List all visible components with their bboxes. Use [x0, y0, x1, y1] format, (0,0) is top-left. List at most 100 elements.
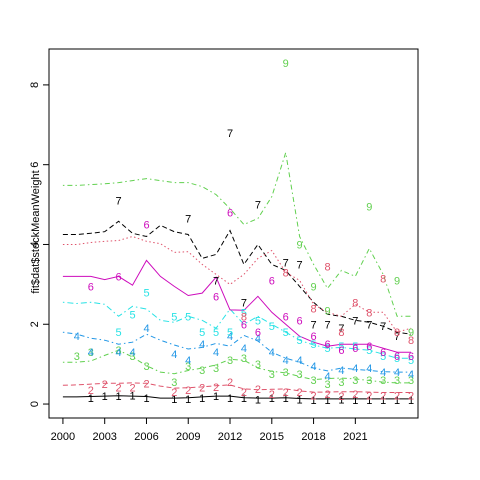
observed-point-age-2: 2: [88, 385, 94, 397]
observed-point-age-5: 5: [185, 311, 191, 323]
series-line-age-5: [62, 301, 411, 359]
observed-point-age-3: 3: [394, 375, 400, 387]
observed-point-age-8: 8: [352, 297, 358, 309]
observed-point-age-5: 5: [116, 327, 122, 339]
observed-point-age-5: 5: [255, 315, 261, 327]
y-tick-label: 6: [29, 162, 41, 168]
observed-point-age-2: 2: [255, 384, 261, 396]
observed-point-age-6: 6: [324, 339, 330, 351]
observed-point-age-4: 4: [408, 369, 414, 381]
series-line-age-4: [62, 331, 411, 373]
observed-point-age-7: 7: [283, 257, 289, 269]
x-tick-label: 2009: [176, 431, 200, 443]
observed-point-age-3: 3: [74, 351, 80, 363]
observed-point-age-5: 5: [227, 327, 233, 339]
observed-point-age-6: 6: [352, 343, 358, 355]
observed-point-age-8: 8: [311, 303, 317, 315]
observed-point-age-2: 2: [241, 387, 247, 399]
observed-point-age-2: 2: [199, 382, 205, 394]
observed-point-age-2: 2: [116, 382, 122, 394]
observed-point-age-9: 9: [297, 240, 303, 252]
observed-point-age-6: 6: [143, 220, 149, 232]
observed-point-age-4: 4: [227, 331, 233, 343]
observed-point-age-4: 4: [213, 347, 219, 359]
observed-point-age-1: 1: [366, 395, 372, 407]
observed-point-age-1: 1: [171, 394, 177, 406]
observed-point-age-6: 6: [338, 345, 344, 357]
observed-point-age-5: 5: [143, 287, 149, 299]
observed-point-age-5: 5: [297, 335, 303, 347]
observed-point-age-4: 4: [352, 363, 358, 375]
observed-point-age-3: 3: [380, 375, 386, 387]
y-tick-label: 0: [29, 401, 41, 407]
observed-point-age-6: 6: [408, 351, 414, 363]
observed-point-age-9: 9: [408, 327, 414, 339]
observed-point-age-2: 2: [213, 382, 219, 394]
observed-point-age-3: 3: [311, 375, 317, 387]
observed-point-age-4: 4: [88, 347, 94, 359]
observed-point-age-1: 1: [394, 395, 400, 407]
observed-point-age-3: 3: [324, 379, 330, 391]
observed-point-age-6: 6: [269, 275, 275, 287]
observed-point-age-8: 8: [366, 307, 372, 319]
observed-point-age-1: 1: [213, 391, 219, 403]
observed-point-age-7: 7: [241, 297, 247, 309]
observed-point-age-1: 1: [143, 393, 149, 405]
x-tick-label: 2003: [92, 431, 116, 443]
observed-point-age-7: 7: [380, 321, 386, 333]
observed-point-age-4: 4: [338, 365, 344, 377]
observed-point-age-4: 4: [199, 339, 205, 351]
observed-point-age-4: 4: [269, 347, 275, 359]
series-line-age-1: [62, 395, 411, 400]
observed-point-age-3: 3: [269, 369, 275, 381]
observed-point-age-7: 7: [255, 200, 261, 212]
observed-point-age-8: 8: [283, 267, 289, 279]
observed-point-age-5: 5: [324, 343, 330, 355]
observed-point-age-5: 5: [213, 327, 219, 339]
y-axis-label: fit$dat$stockMeanWeight: [30, 170, 42, 293]
observed-point-age-4: 4: [324, 371, 330, 383]
observed-point-age-6: 6: [394, 351, 400, 363]
observed-point-age-6: 6: [213, 291, 219, 303]
observed-point-age-1: 1: [255, 394, 261, 406]
observed-point-age-1: 1: [227, 393, 233, 405]
observed-point-age-2: 2: [171, 387, 177, 399]
observed-point-age-5: 5: [380, 351, 386, 363]
observed-point-age-3: 3: [366, 375, 372, 387]
x-tick-label: 2006: [134, 431, 158, 443]
observed-point-age-2: 2: [338, 391, 344, 403]
observed-point-age-9: 9: [366, 202, 372, 214]
observed-point-age-1: 1: [283, 393, 289, 405]
x-tick-label: 2021: [343, 431, 367, 443]
observed-point-age-7: 7: [116, 196, 122, 208]
observed-point-age-4: 4: [129, 347, 135, 359]
observed-point-age-5: 5: [352, 341, 358, 353]
observed-point-age-1: 1: [102, 391, 108, 403]
observed-point-age-4: 4: [241, 343, 247, 355]
observed-point-age-3: 3: [241, 353, 247, 365]
observed-point-age-4: 4: [171, 349, 177, 361]
observed-point-age-2: 2: [324, 389, 330, 401]
observed-point-age-4: 4: [74, 331, 80, 343]
observed-point-age-6: 6: [283, 311, 289, 323]
observed-point-age-1: 1: [241, 393, 247, 405]
observed-point-age-2: 2: [129, 382, 135, 394]
observed-point-age-3: 3: [171, 377, 177, 389]
observed-point-age-8: 8: [394, 327, 400, 339]
observed-point-age-4: 4: [185, 355, 191, 367]
observed-point-age-5: 5: [311, 339, 317, 351]
observed-point-age-2: 2: [297, 387, 303, 399]
observed-point-age-5: 5: [129, 309, 135, 321]
x-tick-label: 2000: [51, 431, 75, 443]
observed-point-age-5: 5: [408, 355, 414, 367]
observed-point-age-2: 2: [380, 390, 386, 402]
observed-point-age-3: 3: [199, 365, 205, 377]
observed-point-age-2: 2: [227, 377, 233, 389]
y-axis: 0 2 4 6 8: [29, 82, 49, 407]
observed-point-age-3: 3: [143, 361, 149, 373]
observed-point-age-8: 8: [338, 327, 344, 339]
observed-point-age-7: 7: [366, 319, 372, 331]
observed-point-age-5: 5: [394, 353, 400, 365]
observed-point-age-4: 4: [380, 367, 386, 379]
